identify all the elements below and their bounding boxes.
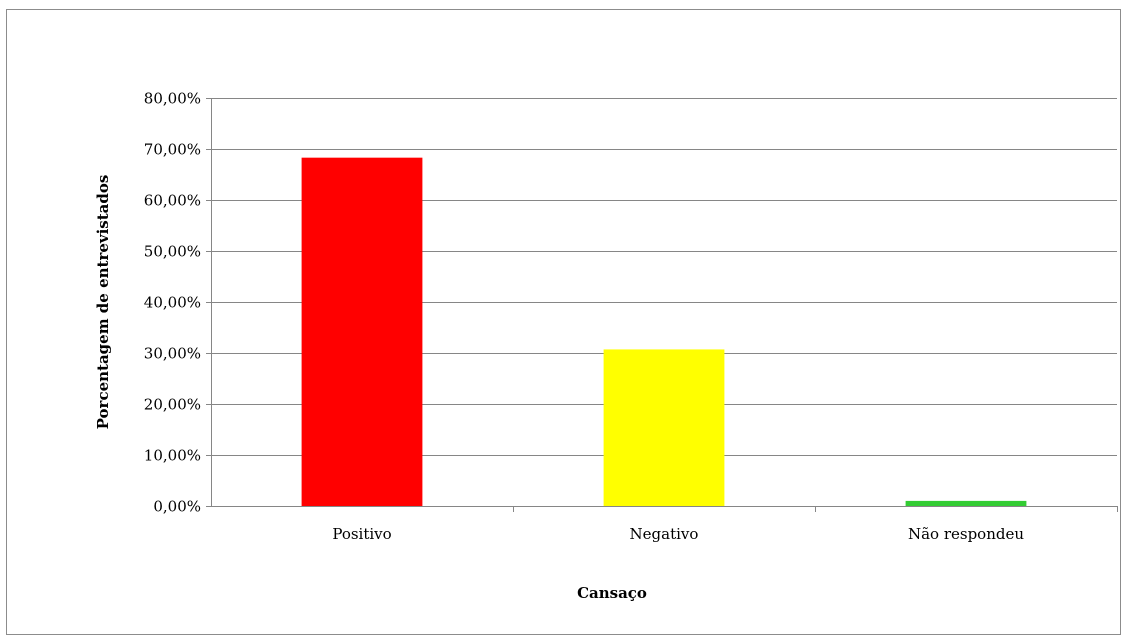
x-tick-label: Positivo <box>332 525 391 543</box>
x-tick-labels: Positivo Negativo Não respondeu <box>332 525 1024 543</box>
bar <box>905 500 1027 506</box>
y-tick-label: 60,00% <box>144 192 201 210</box>
bars <box>301 157 1027 507</box>
y-tick-label: 70,00% <box>144 141 201 159</box>
y-tick-label: 80,00% <box>144 90 201 108</box>
x-tick-label: Negativo <box>630 525 699 543</box>
x-axis-title: Cansaço <box>577 584 647 602</box>
bar <box>301 157 423 507</box>
y-tick-label: 50,00% <box>144 243 201 261</box>
y-tick-label: 0,00% <box>153 498 201 516</box>
bar <box>603 349 725 506</box>
y-tick-label: 20,00% <box>144 396 201 414</box>
axes <box>206 98 1118 512</box>
x-tick-label: Não respondeu <box>908 525 1024 543</box>
y-tick-labels: 0,00% 10,00% 20,00% 30,00% 40,00% 50,00% 60,00… <box>144 90 201 516</box>
y-axis-title: Porcentagem de entrevistados <box>94 175 112 430</box>
y-tick-label: 10,00% <box>144 447 201 465</box>
y-tick-label: 30,00% <box>144 345 201 363</box>
y-tick-label: 40,00% <box>144 294 201 312</box>
chart-frame <box>6 9 1121 635</box>
